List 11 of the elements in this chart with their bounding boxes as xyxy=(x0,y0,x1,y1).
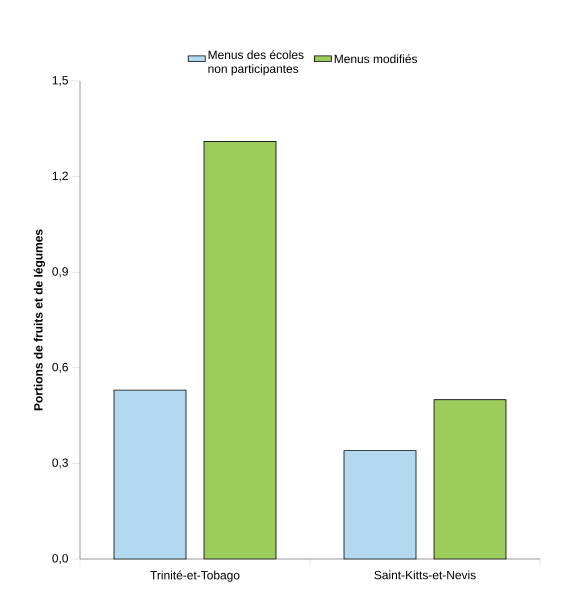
y-tick-label: 1,5 xyxy=(52,76,68,86)
x-tick-label: Trinité-et-Tobago xyxy=(150,570,240,582)
legend-label: Menus modifiés xyxy=(334,54,418,64)
y-tick-label: 0,9 xyxy=(52,267,68,278)
y-tick-label: 0,0 xyxy=(52,554,68,564)
y-tick-label: 0,3 xyxy=(52,458,68,468)
legend-label: Menus des écoles non participantes xyxy=(208,50,304,76)
x-tick-label: Saint-Kitts-et-Nevis xyxy=(374,570,476,580)
y-axis-title: Portions de fruits et de légumes xyxy=(34,229,46,410)
y-tick-label: 0,6 xyxy=(52,362,68,373)
y-tick-label: 1,2 xyxy=(52,172,68,182)
